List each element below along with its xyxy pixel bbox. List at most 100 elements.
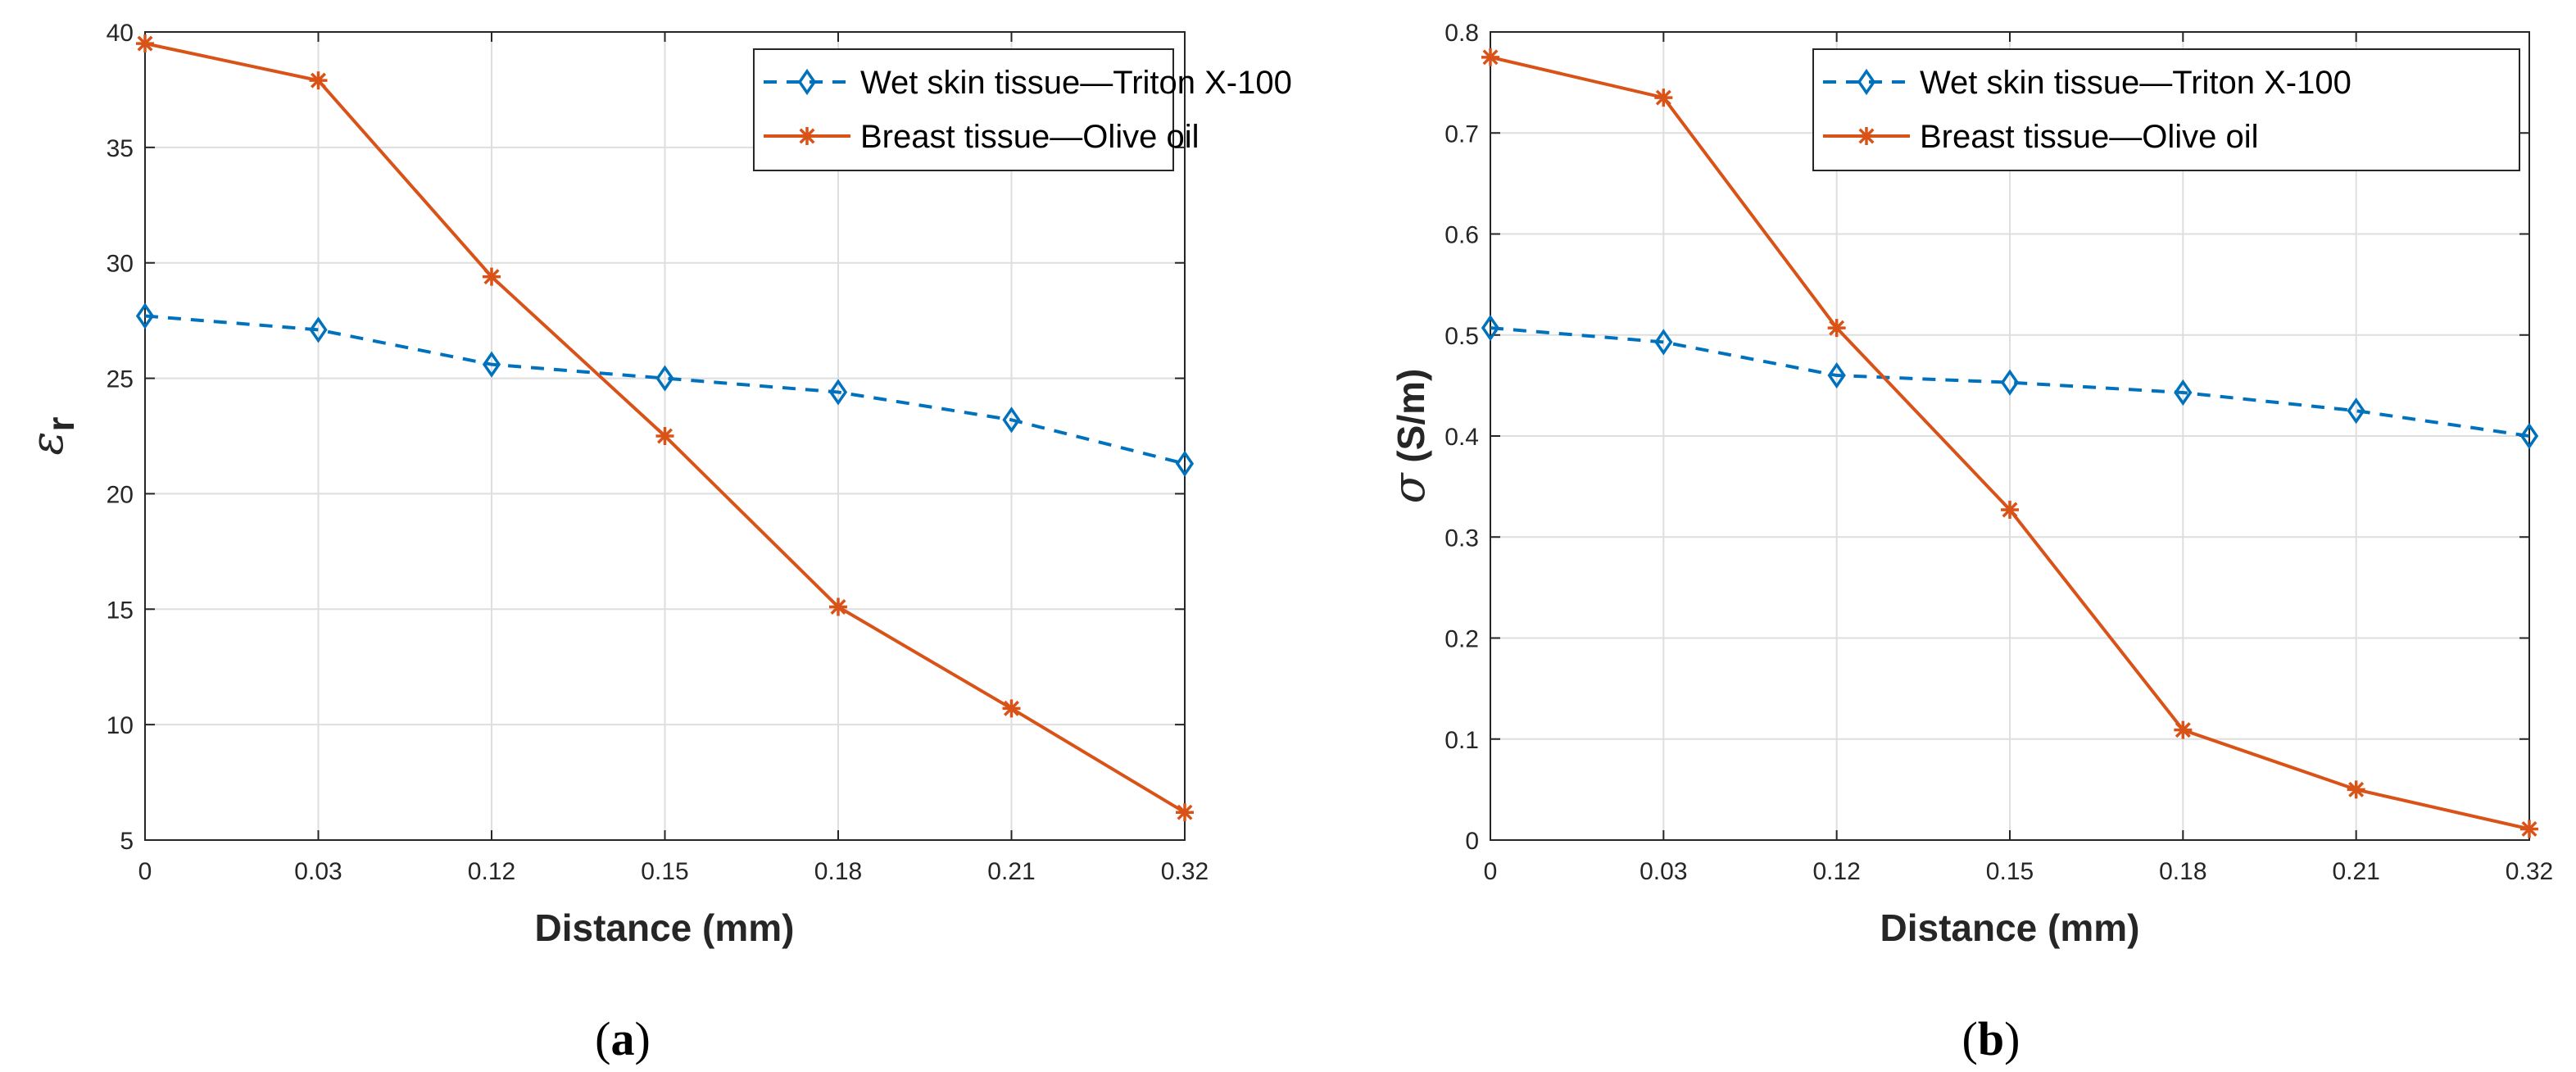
x-tick-label: 0.18 bbox=[814, 858, 862, 885]
data-point bbox=[483, 267, 501, 286]
data-point bbox=[309, 316, 328, 343]
x-tick-label: 0.03 bbox=[294, 858, 342, 885]
legend: Wet skin tissue—Triton X-100 Breast tissu… bbox=[753, 48, 1292, 171]
asterisk-stroke bbox=[1177, 804, 1193, 820]
data-point bbox=[136, 34, 154, 53]
data-point bbox=[1654, 89, 1673, 107]
caption-close: ) bbox=[2004, 1012, 2020, 1065]
legend-marker bbox=[797, 68, 817, 96]
asterisk-stroke bbox=[1482, 49, 1499, 66]
series-breast-tissue bbox=[136, 34, 1194, 822]
y-axis-unit: r bbox=[39, 416, 82, 431]
asterisk-stroke bbox=[830, 598, 846, 615]
series-line bbox=[144, 314, 1186, 466]
data-point bbox=[1002, 699, 1021, 718]
data-point bbox=[2174, 720, 2193, 739]
asterisk-stroke bbox=[1004, 700, 1019, 716]
x-tick-label: 0.21 bbox=[987, 858, 1035, 885]
y-tick-label: 20 bbox=[107, 481, 134, 508]
asterisk-stroke bbox=[483, 269, 500, 285]
y-tick-label: 5 bbox=[120, 828, 134, 855]
panel-caption: (a) bbox=[595, 1012, 651, 1065]
legend-label: Breast tissue—Olive oil bbox=[1920, 119, 2258, 155]
asterisk-stroke bbox=[1858, 128, 1875, 144]
y-axis-unit: (S/m) bbox=[1390, 369, 1432, 474]
legend-marker bbox=[798, 127, 816, 145]
caption-letter: a bbox=[611, 1012, 635, 1065]
x-tick-label: 0.12 bbox=[468, 858, 515, 885]
data-point bbox=[1481, 315, 1500, 342]
legend: Wet skin tissue—Triton X-100 Breast tissu… bbox=[1812, 48, 2520, 171]
data-point bbox=[135, 302, 155, 329]
data-point bbox=[1002, 407, 1021, 434]
y-tick-label: 0.1 bbox=[1444, 727, 1479, 754]
y-tick-label: 25 bbox=[107, 366, 134, 393]
y-tick-label: 0 bbox=[1465, 828, 1479, 855]
series-breast-tissue bbox=[1481, 48, 2538, 838]
y-tick-label: 0.3 bbox=[1444, 525, 1479, 552]
legend-label: Wet skin tissue—Triton X-100 bbox=[1920, 65, 2352, 101]
panel-b: 0 0.03 0.12 0.15 0.18 0.21 0.32 0 0.1 0.2 0.3 0.4 0.… bbox=[1383, 20, 2553, 1065]
x-tick-label: 0.32 bbox=[2506, 858, 2553, 885]
y-tick-label: 10 bbox=[107, 712, 134, 739]
x-tick-label: 0.03 bbox=[1639, 858, 1687, 885]
data-point bbox=[482, 351, 501, 378]
legend-label: Breast tissue—Olive oil bbox=[860, 119, 1199, 155]
asterisk-stroke bbox=[311, 72, 326, 89]
x-axis-label: Distance (mm) bbox=[1880, 906, 2140, 949]
series-wet-skin bbox=[1481, 315, 2539, 450]
data-point bbox=[1827, 361, 1846, 389]
y-tick-label: 30 bbox=[107, 251, 134, 278]
data-point bbox=[2000, 369, 2020, 396]
asterisk-stroke bbox=[1829, 320, 1845, 336]
data-point bbox=[1481, 48, 1499, 66]
legend-box bbox=[1812, 48, 2520, 171]
data-point bbox=[2174, 379, 2193, 407]
asterisk-stroke bbox=[2002, 502, 2018, 518]
caption-open: ( bbox=[595, 1012, 610, 1065]
legend-box bbox=[753, 48, 1174, 171]
data-point bbox=[1176, 803, 1194, 822]
caption-letter: b bbox=[1978, 1012, 2004, 1065]
legend-label: Wet skin tissue—Triton X-100 bbox=[860, 65, 1292, 101]
x-axis-label: Distance (mm) bbox=[535, 906, 795, 949]
legend-marker bbox=[1857, 127, 1875, 145]
y-axis-symbol: ε bbox=[21, 431, 73, 455]
legend-marker bbox=[1857, 68, 1876, 96]
panel-caption: (b) bbox=[1962, 1012, 2020, 1065]
y-axis-label: σ (S/m) bbox=[1383, 369, 1435, 504]
x-tick-label: 0.18 bbox=[2159, 858, 2206, 885]
panel-a: 0 0.03 0.12 0.15 0.18 0.21 0.32 5 10 15 20 25 30 35 40… bbox=[21, 20, 1292, 1065]
data-point bbox=[655, 365, 674, 392]
x-tick-label: 0.15 bbox=[1986, 858, 2034, 885]
y-tick-label: 0.4 bbox=[1444, 424, 1479, 451]
y-tick-label: 15 bbox=[107, 597, 134, 624]
y-tick-label: 0.7 bbox=[1444, 120, 1479, 148]
data-point bbox=[828, 379, 848, 406]
x-tick-label: 0.15 bbox=[641, 858, 688, 885]
y-axis-symbol: σ bbox=[1383, 471, 1435, 503]
data-point bbox=[829, 597, 847, 616]
y-tick-label: 0.2 bbox=[1444, 626, 1479, 653]
data-point bbox=[2347, 397, 2365, 425]
series-wet-skin bbox=[135, 302, 1195, 477]
y-tick-label: 35 bbox=[107, 135, 134, 162]
x-tick-label: 0.12 bbox=[1812, 858, 1860, 885]
data-point bbox=[2519, 422, 2539, 450]
data-point bbox=[1175, 450, 1195, 477]
asterisk-stroke bbox=[799, 128, 815, 144]
asterisk-stroke bbox=[2348, 781, 2365, 797]
asterisk-stroke bbox=[137, 35, 153, 52]
caption-close: ) bbox=[635, 1012, 651, 1065]
x-tick-label: 0 bbox=[138, 858, 152, 885]
y-tick-label: 40 bbox=[107, 20, 134, 47]
data-point bbox=[2001, 500, 2019, 519]
x-tick-label: 0.21 bbox=[2332, 858, 2379, 885]
data-point bbox=[1654, 329, 1673, 356]
data-point bbox=[2520, 820, 2538, 838]
asterisk-stroke bbox=[2175, 722, 2191, 738]
y-tick-label: 0.8 bbox=[1444, 20, 1479, 47]
y-axis-label: εr bbox=[21, 416, 82, 455]
data-point bbox=[655, 427, 674, 445]
